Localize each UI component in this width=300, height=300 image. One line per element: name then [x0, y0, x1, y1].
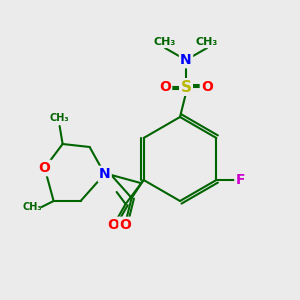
- Text: N: N: [99, 167, 110, 181]
- Text: N: N: [180, 53, 192, 67]
- Text: O: O: [159, 80, 171, 94]
- Text: CH₃: CH₃: [196, 37, 218, 47]
- Text: F: F: [236, 173, 245, 187]
- Text: O: O: [108, 218, 120, 232]
- Text: O: O: [120, 218, 132, 232]
- Text: O: O: [201, 80, 213, 94]
- Text: O: O: [39, 161, 51, 175]
- Text: S: S: [181, 80, 191, 94]
- Text: CH₃: CH₃: [50, 113, 69, 124]
- Text: CH₃: CH₃: [23, 202, 42, 212]
- Text: CH₃: CH₃: [154, 37, 176, 47]
